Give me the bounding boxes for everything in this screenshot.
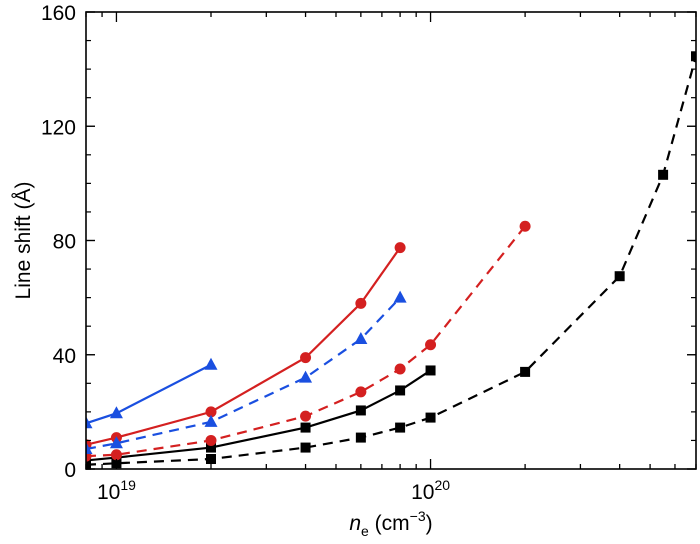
- x-tick-label: 1020: [411, 477, 450, 504]
- data-point-triangle: [204, 357, 218, 370]
- series-line: [86, 363, 212, 425]
- data-point-triangle: [109, 406, 123, 419]
- data-point-circle: [300, 352, 312, 364]
- data-point-square: [614, 271, 625, 282]
- data-point-circle: [300, 410, 312, 422]
- data-point-circle: [355, 386, 367, 398]
- data-point-square: [691, 51, 696, 62]
- data-point-circle: [110, 449, 122, 461]
- x-axis-label: ne (cm−3): [349, 508, 432, 539]
- series-3: [86, 242, 406, 451]
- data-point-square: [205, 442, 216, 453]
- data-point-triangle: [86, 442, 93, 455]
- data-point-triangle: [86, 416, 93, 429]
- data-point-square: [300, 422, 311, 433]
- data-point-square: [425, 365, 436, 376]
- data-point-square: [355, 405, 366, 416]
- series-layer: [86, 51, 696, 470]
- data-point-square: [355, 432, 366, 443]
- series-line: [86, 247, 402, 446]
- y-tick-label: 0: [64, 459, 76, 482]
- data-point-circle: [205, 434, 217, 446]
- data-point-triangle: [299, 370, 313, 383]
- data-point-circle: [394, 363, 406, 375]
- y-tick-label: 40: [53, 345, 76, 368]
- series-4: [86, 290, 407, 455]
- data-point-square: [205, 454, 216, 465]
- data-point-triangle: [109, 436, 123, 449]
- series-line: [86, 55, 696, 466]
- data-point-square: [395, 385, 406, 396]
- y-tick-label: 120: [41, 116, 76, 139]
- x-tick-label: 1019: [97, 477, 136, 504]
- data-point-circle: [355, 297, 367, 309]
- series-line: [86, 225, 526, 458]
- series-5: [86, 357, 218, 429]
- data-point-triangle: [354, 332, 368, 345]
- data-point-triangle: [393, 290, 407, 303]
- data-point-square: [520, 366, 531, 377]
- y-axis-label: Line shift (Å): [12, 182, 35, 300]
- data-point-circle: [394, 242, 406, 254]
- data-point-circle: [519, 220, 531, 232]
- axes-layer: 0 40 80 120 160 1019 1020: [41, 2, 697, 504]
- data-point-square: [395, 422, 406, 433]
- plot-frame: [85, 11, 697, 470]
- series-line: [86, 296, 401, 451]
- data-point-triangle: [204, 414, 218, 427]
- data-point-circle: [205, 406, 217, 418]
- data-point-square: [658, 169, 669, 180]
- y-tick-label: 80: [53, 231, 76, 254]
- data-point-square: [425, 412, 436, 423]
- data-point-square: [300, 442, 311, 453]
- data-point-circle: [425, 339, 437, 351]
- series-2: [86, 220, 531, 462]
- y-tick-label: 160: [41, 2, 76, 25]
